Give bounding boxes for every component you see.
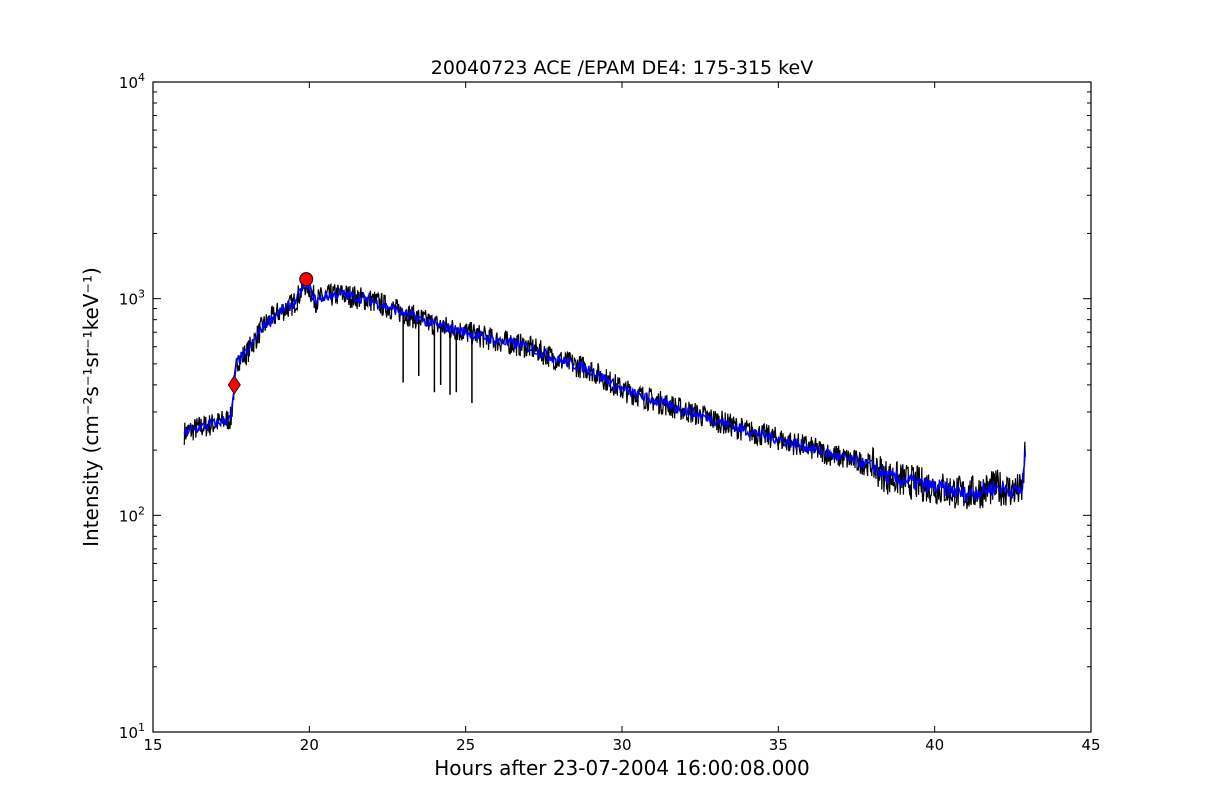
peak-marker <box>299 272 314 287</box>
x-tick-label: 40 <box>925 736 944 754</box>
y-axis-label: Intensity (cm⁻²s⁻¹sr⁻¹keV⁻¹) <box>79 267 103 547</box>
y-tick-label: 102 <box>119 504 145 525</box>
axes-frame <box>152 81 1092 733</box>
y-tick-label: 103 <box>119 288 145 309</box>
y-tick-label: 101 <box>119 721 145 742</box>
y-tick-label: 104 <box>119 71 145 92</box>
chart-title: 20040723 ACE /EPAM DE4: 175-315 keV <box>431 57 813 79</box>
onset-marker <box>227 375 241 395</box>
x-tick-label: 20 <box>300 736 319 754</box>
x-tick-label: 15 <box>143 736 162 754</box>
series-raw-line <box>183 272 1026 510</box>
x-tick-label: 45 <box>1081 736 1100 754</box>
plot-area <box>183 272 1026 510</box>
x-tick-label: 25 <box>456 736 475 754</box>
x-tick-label: 35 <box>769 736 788 754</box>
axis-ticks: 15 20 25 30 35 40 45 101 102 103 104 <box>119 71 1101 754</box>
x-tick-label: 30 <box>612 736 631 754</box>
series-smoothed-line <box>183 279 1026 504</box>
x-axis-label: Hours after 23-07-2004 16:00:08.000 <box>434 756 810 780</box>
